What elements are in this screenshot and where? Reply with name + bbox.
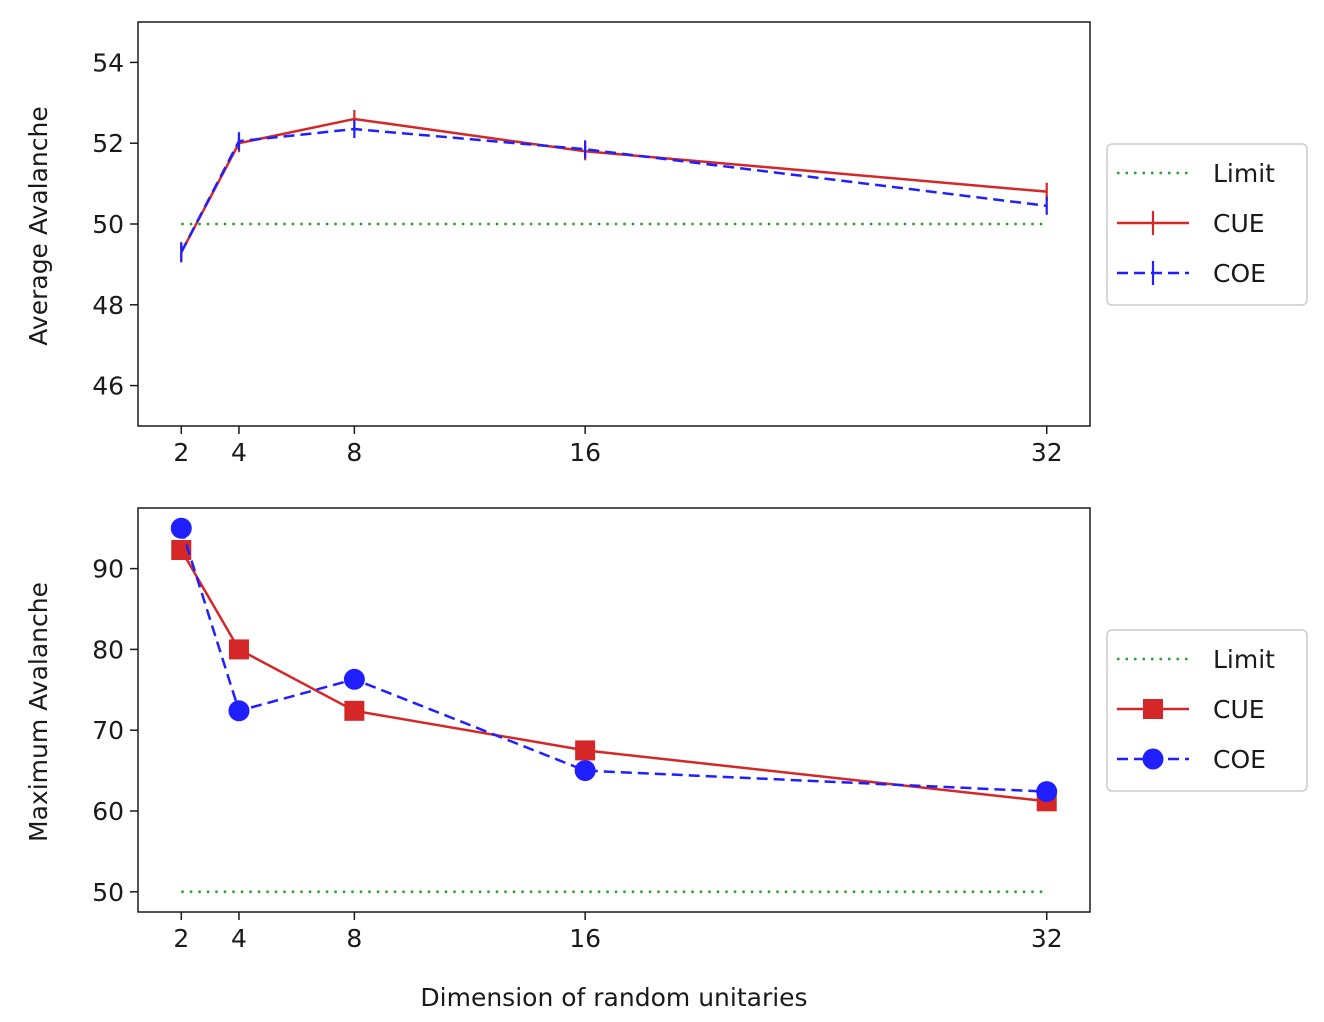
y-tick-label: 52 xyxy=(92,129,124,158)
legend-label: CUE xyxy=(1213,695,1265,724)
legend: Limit CUE COE xyxy=(1106,629,1308,792)
data-point xyxy=(574,760,596,782)
legend-item-coe: COE xyxy=(1117,745,1266,774)
legend-label: Limit xyxy=(1213,159,1275,188)
series-coe xyxy=(180,120,1048,263)
legend-marker xyxy=(1142,748,1164,770)
maximum-avalanche-chart: 2 4 8 16 32 50 60 70 80 90 Maximum Avalanche Dim… xyxy=(24,507,1308,1012)
data-point xyxy=(343,668,365,690)
x-tick-label: 8 xyxy=(346,438,362,467)
legend-frame xyxy=(1106,143,1308,306)
y-tick-label: 48 xyxy=(92,291,124,320)
plot-frame xyxy=(137,507,1091,913)
y-tick-label: 54 xyxy=(92,48,124,77)
y-tick-label: 50 xyxy=(92,210,124,239)
legend-item-cue: CUE xyxy=(1117,209,1265,238)
y-tick-label: 90 xyxy=(92,555,124,584)
legend-frame xyxy=(1106,629,1308,792)
x-tick-label: 4 xyxy=(231,924,247,953)
y-tick-label: 80 xyxy=(92,635,124,664)
x-tick-label: 16 xyxy=(569,924,601,953)
legend-label: COE xyxy=(1213,745,1266,774)
data-point xyxy=(228,639,249,660)
legend-item-limit: Limit xyxy=(1117,645,1275,674)
data-point xyxy=(228,700,250,722)
legend-marker xyxy=(1143,699,1163,719)
y-tick-label: 60 xyxy=(92,797,124,826)
data-point xyxy=(170,517,192,539)
x-tick-label: 4 xyxy=(231,438,247,467)
x-tick-label: 2 xyxy=(173,438,189,467)
legend-item-cue: CUE xyxy=(1117,695,1265,724)
data-point xyxy=(575,740,596,761)
legend-label: COE xyxy=(1213,259,1266,288)
y-axis-label: Average Avalanche xyxy=(24,106,53,345)
y-axis-label: Maximum Avalanche xyxy=(24,582,53,842)
legend-label: Limit xyxy=(1213,645,1275,674)
y-tick-label: 70 xyxy=(92,716,124,745)
y-tick-label: 46 xyxy=(92,372,124,401)
legend: Limit CUE COE xyxy=(1106,143,1308,306)
legend-item-limit: Limit xyxy=(1117,159,1275,188)
x-tick-label: 32 xyxy=(1031,438,1063,467)
data-point xyxy=(1036,781,1058,803)
x-tick-label: 2 xyxy=(173,924,189,953)
y-tick-label: 50 xyxy=(92,878,124,907)
x-tick-label: 32 xyxy=(1031,924,1063,953)
x-tick-label: 8 xyxy=(346,924,362,953)
legend-item-coe: COE xyxy=(1117,259,1266,288)
x-tick-label: 16 xyxy=(569,438,601,467)
series-coe xyxy=(170,517,1058,803)
x-axis-label: Dimension of random unitaries xyxy=(420,983,807,1012)
legend-label: CUE xyxy=(1213,209,1265,238)
data-point xyxy=(344,700,365,721)
